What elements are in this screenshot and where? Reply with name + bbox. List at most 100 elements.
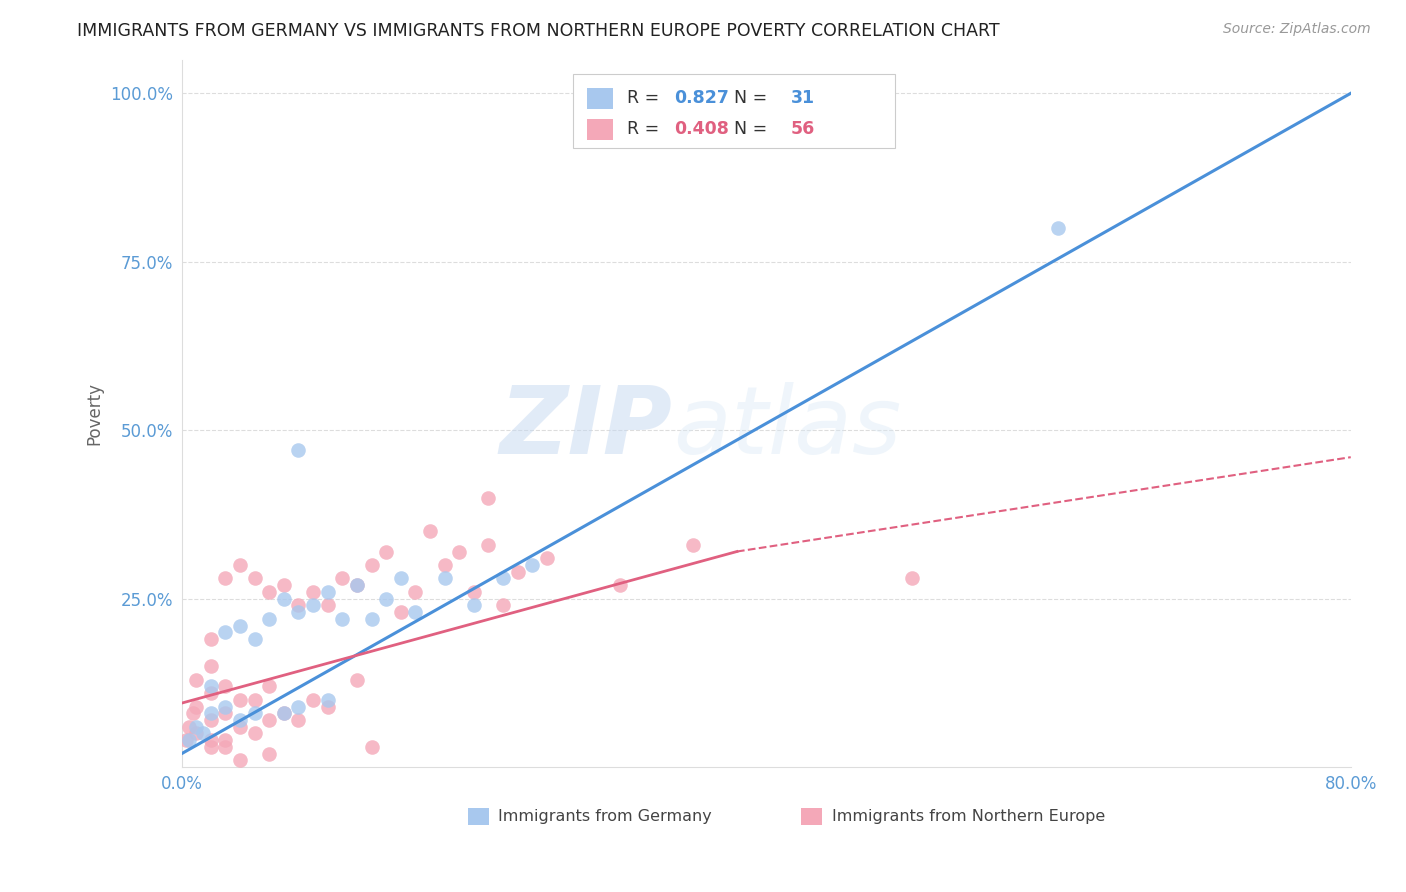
Point xyxy=(360,739,382,754)
Point xyxy=(200,686,222,700)
Point xyxy=(477,491,499,505)
Point xyxy=(609,578,631,592)
Point xyxy=(360,558,382,572)
Point xyxy=(214,625,236,640)
Point xyxy=(229,713,252,727)
Point xyxy=(522,558,544,572)
Point xyxy=(463,599,485,613)
Text: R =: R = xyxy=(627,89,665,107)
Point xyxy=(273,578,295,592)
Point xyxy=(259,679,281,693)
Point xyxy=(200,713,222,727)
Point xyxy=(200,739,222,754)
Text: R =: R = xyxy=(627,120,665,138)
Point xyxy=(259,713,281,727)
Point xyxy=(316,692,339,706)
Point xyxy=(200,659,222,673)
Point xyxy=(506,565,529,579)
Point xyxy=(177,733,200,747)
Point xyxy=(287,699,309,714)
Text: N =: N = xyxy=(723,120,773,138)
Point xyxy=(346,578,368,592)
Point xyxy=(243,632,266,647)
Point xyxy=(302,692,325,706)
Point xyxy=(186,720,208,734)
Point xyxy=(316,599,339,613)
Point xyxy=(214,706,236,721)
Point xyxy=(330,572,353,586)
Point xyxy=(901,572,924,586)
Point xyxy=(229,720,252,734)
Point xyxy=(273,591,295,606)
Text: Immigrants from Northern Europe: Immigrants from Northern Europe xyxy=(831,809,1105,824)
Point xyxy=(375,591,398,606)
Point xyxy=(243,692,266,706)
Point xyxy=(229,618,252,632)
Point xyxy=(346,673,368,687)
Point xyxy=(316,585,339,599)
Point xyxy=(492,572,515,586)
Point xyxy=(302,585,325,599)
Point xyxy=(186,673,208,687)
Point xyxy=(302,599,325,613)
Point xyxy=(449,544,471,558)
Text: 0.827: 0.827 xyxy=(673,89,728,107)
Point xyxy=(243,706,266,721)
Point xyxy=(419,524,441,539)
Point xyxy=(389,572,412,586)
Point xyxy=(273,706,295,721)
Point xyxy=(214,733,236,747)
Point xyxy=(177,720,200,734)
Point xyxy=(259,585,281,599)
Bar xyxy=(588,87,613,109)
Text: 0.408: 0.408 xyxy=(673,120,728,138)
Point xyxy=(200,706,222,721)
Point xyxy=(186,726,208,740)
Point xyxy=(477,538,499,552)
Point xyxy=(259,612,281,626)
Bar xyxy=(468,808,489,825)
Point xyxy=(174,733,197,747)
Point xyxy=(404,585,426,599)
Point xyxy=(682,538,704,552)
Point xyxy=(214,572,236,586)
Point xyxy=(287,605,309,619)
Point xyxy=(193,726,215,740)
Point xyxy=(229,558,252,572)
Point xyxy=(463,585,485,599)
Point xyxy=(200,632,222,647)
Point xyxy=(259,747,281,761)
Point xyxy=(1047,221,1070,235)
Point xyxy=(404,605,426,619)
Point xyxy=(287,443,309,458)
Point xyxy=(433,558,456,572)
Point xyxy=(229,753,252,767)
Point xyxy=(214,699,236,714)
Point xyxy=(316,699,339,714)
Point xyxy=(181,706,204,721)
Bar xyxy=(801,808,823,825)
Point xyxy=(214,739,236,754)
Point xyxy=(287,599,309,613)
Point xyxy=(287,713,309,727)
Point xyxy=(433,572,456,586)
Point xyxy=(389,605,412,619)
Point xyxy=(214,679,236,693)
Point xyxy=(330,612,353,626)
Text: Source: ZipAtlas.com: Source: ZipAtlas.com xyxy=(1223,22,1371,37)
Point xyxy=(536,551,558,566)
Text: atlas: atlas xyxy=(672,382,901,473)
Point xyxy=(492,599,515,613)
Point xyxy=(200,733,222,747)
Point xyxy=(243,726,266,740)
Text: 56: 56 xyxy=(790,120,815,138)
Point xyxy=(229,692,252,706)
Point xyxy=(273,706,295,721)
Text: IMMIGRANTS FROM GERMANY VS IMMIGRANTS FROM NORTHERN EUROPE POVERTY CORRELATION C: IMMIGRANTS FROM GERMANY VS IMMIGRANTS FR… xyxy=(77,22,1000,40)
Bar xyxy=(588,119,613,140)
Point xyxy=(375,544,398,558)
Text: N =: N = xyxy=(723,89,773,107)
Point xyxy=(243,572,266,586)
Text: Immigrants from Germany: Immigrants from Germany xyxy=(498,809,713,824)
Point xyxy=(346,578,368,592)
